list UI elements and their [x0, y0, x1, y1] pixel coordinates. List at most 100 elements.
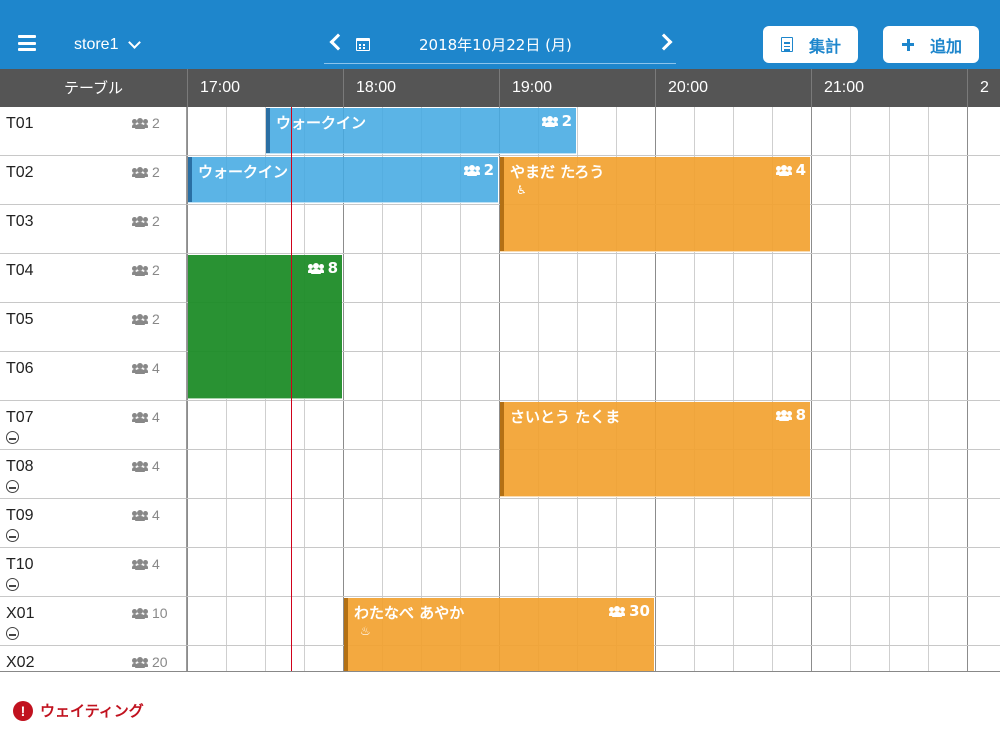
seat-count: 10 [152, 605, 168, 621]
reservation-block[interactable]: ウォークイン 2 [188, 157, 498, 203]
grid-line [694, 107, 695, 671]
calendar-icon[interactable] [356, 38, 370, 51]
people-icon [132, 607, 148, 619]
table-row-label[interactable]: T05 2 [0, 303, 187, 352]
table-row-label[interactable]: T04 2 [0, 254, 187, 303]
grid-line [382, 107, 383, 671]
people-icon [307, 262, 324, 274]
reservation-status-bar [500, 402, 504, 496]
seat-count: 2 [152, 213, 160, 229]
reservation-grid[interactable]: T01 2 T02 2 T03 2 T04 2 T05 2 T06 4 T07 4 T08 4 T09 4 T10 4… [0, 107, 1000, 672]
next-day-icon[interactable] [655, 33, 673, 51]
seat-count: 4 [152, 556, 160, 572]
table-row-label[interactable]: T09 4 [0, 499, 187, 548]
table-row-label[interactable]: T10 4 [0, 548, 187, 597]
reservation-block[interactable]: 8 [188, 255, 342, 399]
seat-capacity: 10 [132, 605, 168, 621]
people-icon [132, 117, 148, 129]
store-selector[interactable]: store1 [74, 34, 142, 56]
smoking-icon [6, 529, 19, 542]
reservation-status-bar [188, 157, 192, 202]
summary-button-label: 集計 [809, 36, 842, 56]
people-icon [132, 558, 148, 570]
grid-line [577, 107, 578, 671]
waiting-label: ウェイティング [40, 702, 144, 720]
table-name: T03 [6, 213, 34, 230]
seat-capacity: 4 [132, 409, 160, 425]
hamburger-menu-icon[interactable] [18, 35, 36, 51]
party-count: 8 [327, 259, 338, 277]
party-count: 2 [561, 112, 572, 130]
table-name: T07 [6, 409, 34, 426]
grid-line [772, 107, 773, 671]
table-name: T08 [6, 458, 34, 475]
plus-icon [902, 38, 914, 51]
hour-19: 19:00 [499, 69, 655, 107]
hot-spring-icon: ♨ [360, 624, 371, 638]
people-icon [541, 115, 558, 127]
wheelchair-icon: ♿ [516, 183, 527, 197]
party-count: 2 [483, 161, 494, 179]
grid-line [538, 107, 539, 671]
table-row-label[interactable]: X01 10 [0, 597, 187, 646]
seat-count: 2 [152, 311, 160, 327]
party-size: 2 [541, 112, 572, 130]
seat-count: 4 [152, 409, 160, 425]
grid-line [187, 155, 1000, 156]
grid-line [187, 351, 1000, 352]
table-row-label[interactable]: T07 4 [0, 401, 187, 450]
seat-count: 2 [152, 115, 160, 131]
grid-line [187, 547, 1000, 548]
waiting-list-link[interactable]: ! ウェイティング [13, 700, 144, 721]
reservation-block[interactable]: やまだ たろう 4 ♿ [500, 157, 810, 252]
table-name: T09 [6, 507, 34, 524]
grid-line [421, 107, 422, 671]
grid-line [967, 107, 968, 671]
table-row-label[interactable]: T02 2 [0, 156, 187, 205]
party-size: 4 [775, 161, 806, 179]
seat-capacity: 2 [132, 213, 160, 229]
party-count: 4 [795, 161, 806, 179]
reservation-block[interactable]: さいとう たくま 8 [500, 402, 810, 497]
reservation-status-bar [344, 598, 348, 671]
reservation-name: ウォークイン [276, 114, 367, 132]
table-row-label[interactable]: X02 20 [0, 646, 187, 671]
party-count: 8 [795, 406, 806, 424]
hour-21: 21:00 [811, 69, 967, 107]
smoking-icon [6, 480, 19, 493]
table-name: T05 [6, 311, 34, 328]
reservation-name: やまだ たろう [510, 163, 605, 181]
table-column-header: テーブル [63, 79, 124, 97]
reservation-block[interactable]: わたなべ あやか 30 ♨ [344, 598, 654, 671]
reservation-name: ウォークイン [198, 163, 289, 181]
table-row-label[interactable]: T08 4 [0, 450, 187, 499]
summary-button[interactable]: 集計 [763, 26, 858, 63]
seat-count: 4 [152, 360, 160, 376]
previous-day-icon[interactable] [329, 33, 347, 51]
grid-line [187, 400, 1000, 401]
seat-count: 2 [152, 164, 160, 180]
current-date[interactable]: 2018年10月22日 (月) [419, 36, 572, 54]
reservation-block[interactable]: ウォークイン 2 [266, 108, 576, 154]
timeline-header: テーブル 17:00 18:00 19:00 20:00 21:00 2 [0, 69, 1000, 107]
seat-capacity: 2 [132, 164, 160, 180]
seat-count: 20 [152, 654, 168, 670]
grid-line [616, 107, 617, 671]
table-name: X02 [6, 654, 35, 671]
table-name: T10 [6, 556, 34, 573]
smoking-icon [6, 627, 19, 640]
people-icon [132, 313, 148, 325]
grid-line [460, 107, 461, 671]
exclamation-icon: ! [13, 700, 33, 721]
table-row-label[interactable]: T03 2 [0, 205, 187, 254]
table-name: X01 [6, 605, 35, 622]
smoking-icon [6, 431, 19, 444]
grid-line [733, 107, 734, 671]
people-icon [132, 509, 148, 521]
table-row-label[interactable]: T01 2 [0, 107, 187, 156]
party-size: 8 [775, 406, 806, 424]
table-row-label[interactable]: T06 4 [0, 352, 187, 401]
add-button[interactable]: 追加 [883, 26, 979, 63]
people-icon [132, 362, 148, 374]
seat-capacity: 4 [132, 360, 160, 376]
